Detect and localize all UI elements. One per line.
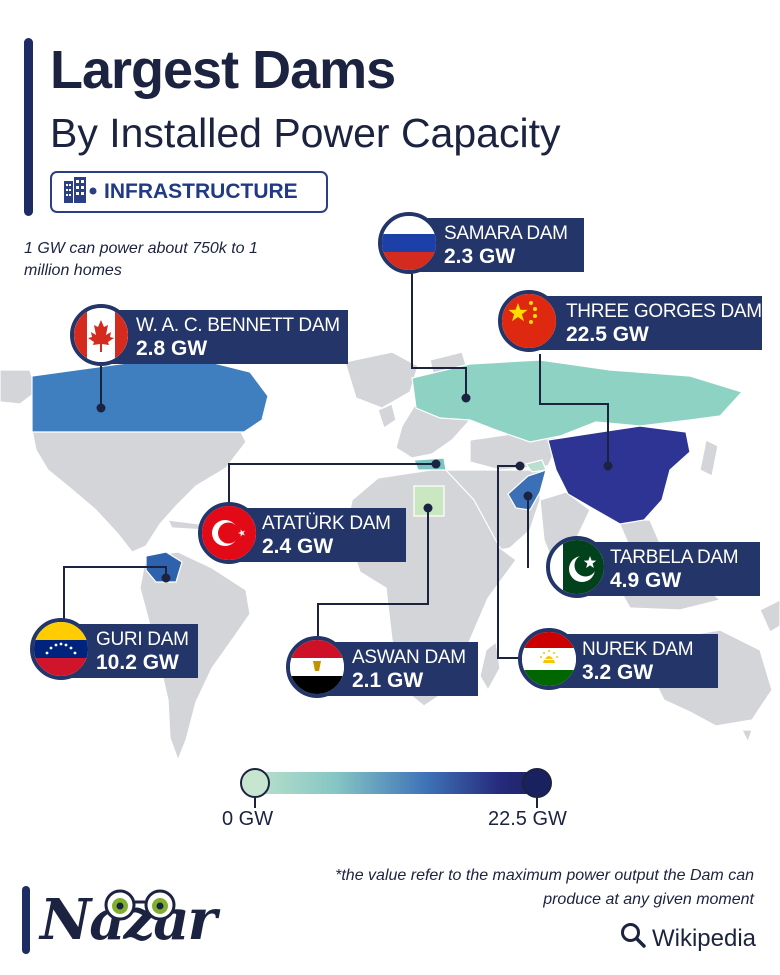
- dam-card-tarbela: TARBELA DAM 4.9 GW: [582, 542, 760, 596]
- venezuela-flag-icon: [30, 618, 92, 680]
- dam-name: THREE GORGES DAM: [566, 301, 762, 322]
- dam-name: ASWAN DAM: [352, 647, 466, 668]
- category-label: INFRASTRUCTURE: [104, 180, 298, 203]
- dam-capacity: 2.8 GW: [136, 337, 208, 360]
- dam-card-wac-bennett: W. A. C. BENNETT DAM 2.8 GW: [104, 310, 348, 364]
- wac-bennett-marker: [96, 403, 106, 413]
- nurek-marker: [515, 461, 525, 471]
- aswan-marker: [423, 503, 433, 513]
- scale-max-label: 22.5 GW: [488, 808, 567, 830]
- dam-capacity: 2.1 GW: [352, 669, 424, 692]
- canada-region: [31, 359, 269, 433]
- dam-markers: [96, 393, 613, 583]
- dam-card-samara: SAMARA DAM 2.3 GW: [410, 218, 584, 272]
- china-region: [547, 425, 691, 525]
- samara-marker: [461, 393, 471, 403]
- building-icon: [62, 176, 98, 208]
- russia-flag-icon: [378, 212, 440, 274]
- category-badge: INFRASTRUCTURE: [50, 171, 328, 213]
- source-credit: Wikipedia: [620, 922, 756, 955]
- dam-capacity: 10.2 GW: [96, 651, 179, 674]
- dam-name: ATATÜRK DAM: [262, 513, 391, 534]
- dam-name: SAMARA DAM: [444, 223, 568, 244]
- guri-marker: [161, 573, 171, 583]
- capacity-color-scale: [246, 772, 544, 794]
- tajikistan-region: [524, 459, 547, 473]
- title-accent-bar: [24, 38, 33, 216]
- turkey-flag-icon: [198, 502, 260, 564]
- footnote: *the value refer to the maximum power ou…: [335, 867, 754, 908]
- scale-min-label: 0 GW: [222, 808, 274, 830]
- logo-eyes-icon: [104, 889, 176, 921]
- dam-capacity: 3.2 GW: [582, 661, 654, 684]
- dam-name: TARBELA DAM: [610, 547, 739, 568]
- page-title: Largest Dams: [50, 40, 396, 100]
- dam-capacity: 4.9 GW: [610, 569, 682, 592]
- pakistan-flag-icon: [546, 536, 608, 598]
- leader-lines: [63, 272, 609, 659]
- tajikistan-flag-icon: [518, 628, 580, 690]
- scale-max-tick: [536, 798, 538, 808]
- logo-accent-bar: [22, 886, 30, 954]
- egypt-region: [413, 485, 445, 517]
- canada-flag-icon: [70, 304, 132, 366]
- china-flag-icon: [498, 290, 560, 352]
- tarbela-marker: [523, 491, 533, 501]
- dam-capacity: 2.4 GW: [262, 535, 334, 558]
- info-note: 1 GW can power about 750k to 1 million h…: [24, 240, 258, 279]
- search-icon: [620, 922, 646, 955]
- pakistan-region: [507, 469, 547, 511]
- ataturk-marker: [431, 459, 441, 469]
- scale-min-cap: [240, 768, 270, 798]
- page-subtitle: By Installed Power Capacity: [50, 110, 561, 156]
- scale-min-tick: [254, 798, 256, 808]
- dam-name: W. A. C. BENNETT DAM: [136, 315, 340, 336]
- egypt-flag-icon: [286, 636, 348, 698]
- dam-name: NUREK DAM: [582, 639, 694, 660]
- dam-card-ataturk: ATATÜRK DAM 2.4 GW: [230, 508, 406, 562]
- three-gorges-marker: [603, 461, 613, 471]
- dam-capacity: 22.5 GW: [566, 323, 649, 346]
- dam-name: GURI DAM: [96, 629, 189, 650]
- dam-card-three-gorges: THREE GORGES DAM 22.5 GW: [532, 296, 762, 350]
- source-name: Wikipedia: [651, 924, 756, 952]
- scale-max-cap: [522, 768, 552, 798]
- dam-capacity: 2.3 GW: [444, 245, 516, 268]
